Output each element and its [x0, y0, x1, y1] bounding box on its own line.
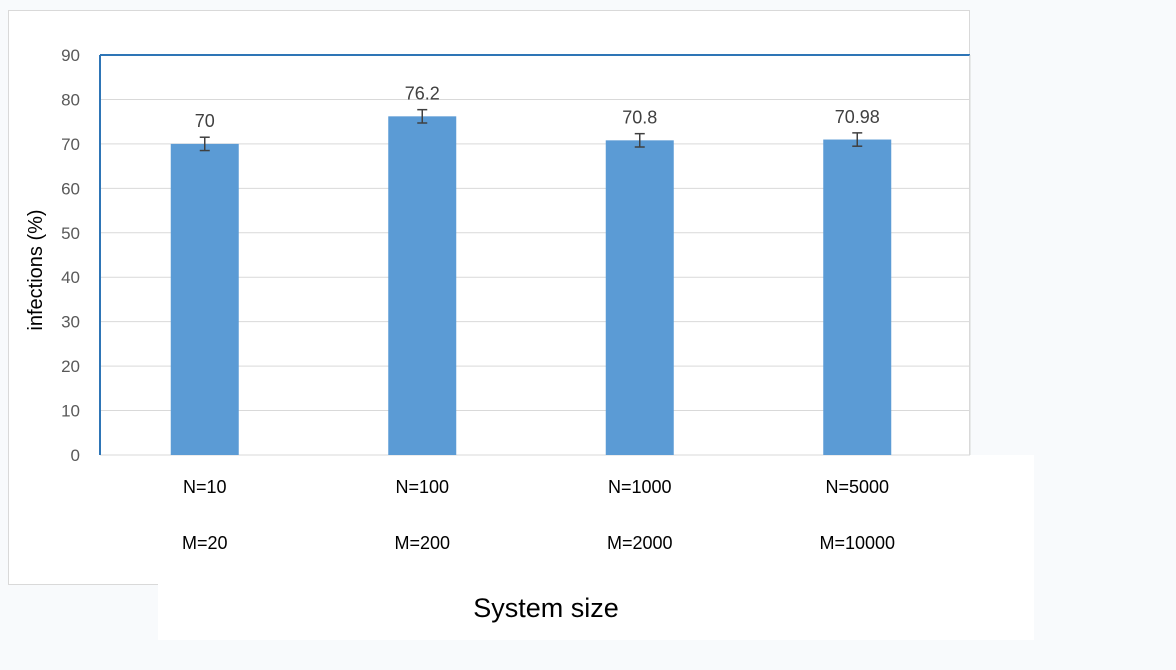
y-axis-label: infections (%): [25, 209, 47, 330]
y-tick-label: 10: [61, 402, 80, 421]
category-labels: N=10 M=20 N=100 M=200 N=1000 M=2000 N=5000 M=10…: [182, 477, 895, 553]
data-label: 76.2: [405, 84, 440, 104]
data-label: 70.8: [622, 108, 657, 128]
bar: [170, 143, 239, 455]
y-tick-label: 50: [61, 224, 80, 243]
category-label: N=100: [395, 477, 449, 497]
y-tick-labels: 0 10 20 30 40 50 60 70 80 90: [61, 46, 80, 465]
y-tick-label: 90: [61, 46, 80, 65]
y-tick-label: 20: [61, 357, 80, 376]
error-bars: [199, 108, 863, 152]
category-label: M=20: [182, 533, 228, 553]
category-label: N=1000: [608, 477, 672, 497]
category-label: N=10: [183, 477, 227, 497]
y-tick-label: 40: [61, 268, 80, 287]
data-label: 70.98: [835, 107, 880, 127]
bar: [388, 116, 457, 455]
category-label: M=10000: [819, 533, 895, 553]
y-tick-label: 60: [61, 179, 80, 198]
category-label: N=5000: [825, 477, 889, 497]
category-label: M=200: [394, 533, 450, 553]
category-label: M=2000: [607, 533, 673, 553]
data-label: 70: [195, 111, 215, 131]
bars: [170, 116, 892, 456]
x-axis-label: System size: [473, 593, 619, 623]
y-tick-label: 30: [61, 313, 80, 332]
x-axis-label-panel: [158, 455, 1034, 640]
y-tick-label: 70: [61, 135, 80, 154]
y-tick-label: 80: [61, 90, 80, 109]
data-labels: 70 76.2 70.8 70.98: [195, 84, 880, 132]
y-tick-label: 0: [71, 446, 80, 465]
bar: [823, 139, 892, 456]
bar: [605, 140, 674, 456]
